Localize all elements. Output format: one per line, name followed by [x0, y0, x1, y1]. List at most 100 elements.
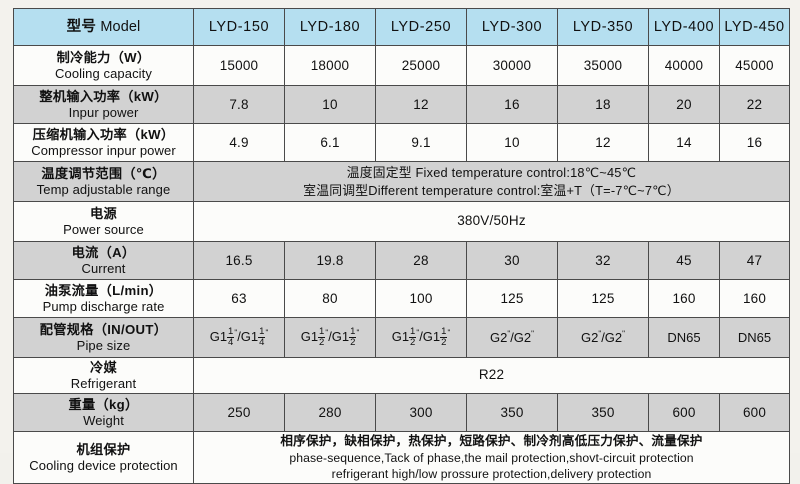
cell-r3-c5: 12: [557, 123, 649, 162]
cell-r2-c1: 7.8: [193, 85, 285, 124]
merged-line-1: 380V/50Hz: [457, 213, 526, 229]
header-model-4: LYD-300: [466, 8, 558, 46]
cell-r7-c2: 80: [284, 279, 376, 318]
table-row: 机组保护 Cooling device protection 相序保护，缺相保护，热…: [13, 431, 790, 484]
row-label-8: 配管规格（IN/OUT） Pipe size: [13, 317, 194, 358]
table-row: 压缩机输入功率（kW） Compressor inpur power 4.9 6.1 9…: [13, 123, 790, 162]
row-label-en: Pipe size: [76, 337, 131, 353]
cell-r2-c2: 10: [284, 85, 376, 124]
cell-r3-c2: 6.1: [284, 123, 376, 162]
row-label-10: 重量（kg） Weight: [13, 393, 194, 432]
header-model-6: LYD-400: [648, 8, 720, 46]
row-label-en: Cooling device protection: [29, 457, 178, 473]
cell-r3-c4: 10: [466, 123, 558, 162]
row-label-en: Refrigerant: [70, 375, 137, 391]
row-label-en: Current: [81, 260, 126, 276]
cell-r10-c6: 600: [648, 393, 720, 432]
merged-value-cell: 380V/50Hz: [193, 201, 790, 242]
row-label-cn: 油泵流量（L/min）: [44, 283, 163, 299]
row-label-cn: 压缩机输入功率（kW）: [32, 127, 175, 143]
cell-r3-c3: 9.1: [375, 123, 467, 162]
row-label-5: 电源 Power source: [13, 201, 194, 242]
cell-r8-c4: G2"/G2": [466, 317, 558, 358]
cell-r10-c2: 280: [284, 393, 376, 432]
cell-r8-c6: DN65: [648, 317, 720, 358]
merged-line-2: phase-sequence,Tack of phase,the mail pr…: [289, 450, 694, 465]
merged-value-cell: 温度固定型 Fixed temperature control:18℃~45℃ 室…: [193, 161, 790, 202]
row-label-cn: 冷媒: [90, 360, 117, 376]
row-label-cn: 电源: [90, 206, 117, 222]
row-label-4: 温度调节范围（℃） Temp adjustable range: [13, 161, 194, 202]
cell-r1-c5: 35000: [557, 45, 649, 86]
row-label-en: Inpur power: [68, 104, 139, 120]
header-model-3: LYD-250: [375, 8, 467, 46]
cell-r1-c2: 18000: [284, 45, 376, 86]
merged-line-3: refrigerant high/low prossure protection…: [331, 467, 652, 481]
row-label-2: 整机输入功率（kW） Inpur power: [13, 85, 194, 124]
merged-line-1: R22: [478, 367, 505, 383]
row-label-en: Power source: [63, 221, 144, 237]
row-label-1: 制冷能力（W） Cooling capacity: [13, 45, 194, 86]
row-label-11: 机组保护 Cooling device protection: [13, 431, 194, 484]
table-row: 电源 Power source 380V/50Hz: [13, 201, 790, 242]
cell-r7-c1: 63: [193, 279, 285, 318]
table-row: 重量（kg） Weight 250 280 300 350 350 600 600: [13, 393, 790, 432]
table-row: 冷媒 Refrigerant R22: [13, 357, 790, 394]
cell-r8-c5: G2"/G2": [557, 317, 649, 358]
cell-r8-c1: G1 1 4 "/G1 1 4 ": [193, 317, 285, 358]
row-label-3: 压缩机输入功率（kW） Compressor inpur power: [13, 123, 194, 162]
cell-r1-c6: 40000: [648, 45, 720, 86]
cell-r2-c7: 22: [719, 85, 790, 124]
merged-value-cell: 相序保护，缺相保护，热保护，短路保护、制冷剂高低压力保护、流量保护 phase-s…: [193, 431, 790, 484]
cell-r1-c4: 30000: [466, 45, 558, 86]
table-body: 型号 Model LYD-150 LYD-180 LYD-250 LYD-300 LYD-…: [13, 8, 790, 484]
cell-r10-c4: 350: [466, 393, 558, 432]
header-label-cn: 型号: [66, 18, 97, 35]
row-label-en: Compressor inpur power: [31, 142, 176, 158]
cell-r2-c5: 18: [557, 85, 649, 124]
row-label-cn: 电流（A）: [71, 245, 136, 261]
header-model-5: LYD-350: [557, 8, 649, 46]
cell-r2-c6: 20: [648, 85, 720, 124]
cell-r1-c3: 25000: [375, 45, 467, 86]
cell-r6-c2: 19.8: [284, 241, 376, 280]
table-row: 电流（A） Current 16.5 19.8 28 30 32 45 47: [13, 241, 790, 280]
cell-r3-c6: 14: [648, 123, 720, 162]
header-model-label: 型号 Model: [13, 8, 194, 46]
row-label-en: Pump discharge rate: [42, 298, 165, 314]
cell-r8-c3: G1 1 2 "/G1 1 2 ": [375, 317, 467, 358]
header-model-7: LYD-450: [719, 8, 790, 46]
table-row: 配管规格（IN/OUT） Pipe size G1 1 4 "/G1 1 4 " G1 1 2 "/G1…: [13, 317, 790, 358]
row-label-9: 冷媒 Refrigerant: [13, 357, 194, 394]
table-row: 油泵流量（L/min） Pump discharge rate 63 80 100 125…: [13, 279, 790, 318]
cell-r3-c1: 4.9: [193, 123, 285, 162]
cell-r6-c5: 32: [557, 241, 649, 280]
table-row: 整机输入功率（kW） Inpur power 7.8 10 12 16 18 20 22: [13, 85, 790, 124]
cell-r6-c1: 16.5: [193, 241, 285, 280]
cell-r8-c2: G1 1 2 "/G1 1 2 ": [284, 317, 376, 358]
table-row: 制冷能力（W） Cooling capacity 15000 18000 25000 30…: [13, 45, 790, 86]
spec-sheet-page: 型号 Model LYD-150 LYD-180 LYD-250 LYD-300 LYD-…: [13, 8, 790, 484]
cell-r7-c7: 160: [719, 279, 790, 318]
row-label-6: 电流（A） Current: [13, 241, 194, 280]
cell-r7-c3: 100: [375, 279, 467, 318]
cell-r8-c7: DN65: [719, 317, 790, 358]
row-label-7: 油泵流量（L/min） Pump discharge rate: [13, 279, 194, 318]
row-label-cn: 配管规格（IN/OUT）: [39, 322, 168, 338]
header-label-en: Model: [96, 18, 141, 35]
header-model-1: LYD-150: [193, 8, 285, 46]
cell-r10-c1: 250: [193, 393, 285, 432]
row-label-en: Cooling capacity: [55, 65, 152, 81]
row-label-cn: 制冷能力（W）: [56, 50, 151, 66]
row-label-en: Weight: [83, 412, 124, 428]
cell-r10-c7: 600: [719, 393, 790, 432]
merged-line-1: 相序保护，缺相保护，热保护，短路保护、制冷剂高低压力保护、流量保护: [280, 433, 703, 448]
cell-r10-c3: 300: [375, 393, 467, 432]
cell-r6-c4: 30: [466, 241, 558, 280]
cell-r10-c5: 350: [557, 393, 649, 432]
cell-r6-c6: 45: [648, 241, 720, 280]
row-label-cn: 机组保护: [76, 442, 131, 458]
table-row: 温度调节范围（℃） Temp adjustable range 温度固定型 Fixe…: [13, 161, 790, 202]
specification-table: 型号 Model LYD-150 LYD-180 LYD-250 LYD-300 LYD-…: [13, 8, 790, 484]
row-label-cn: 重量（kg）: [68, 397, 139, 413]
